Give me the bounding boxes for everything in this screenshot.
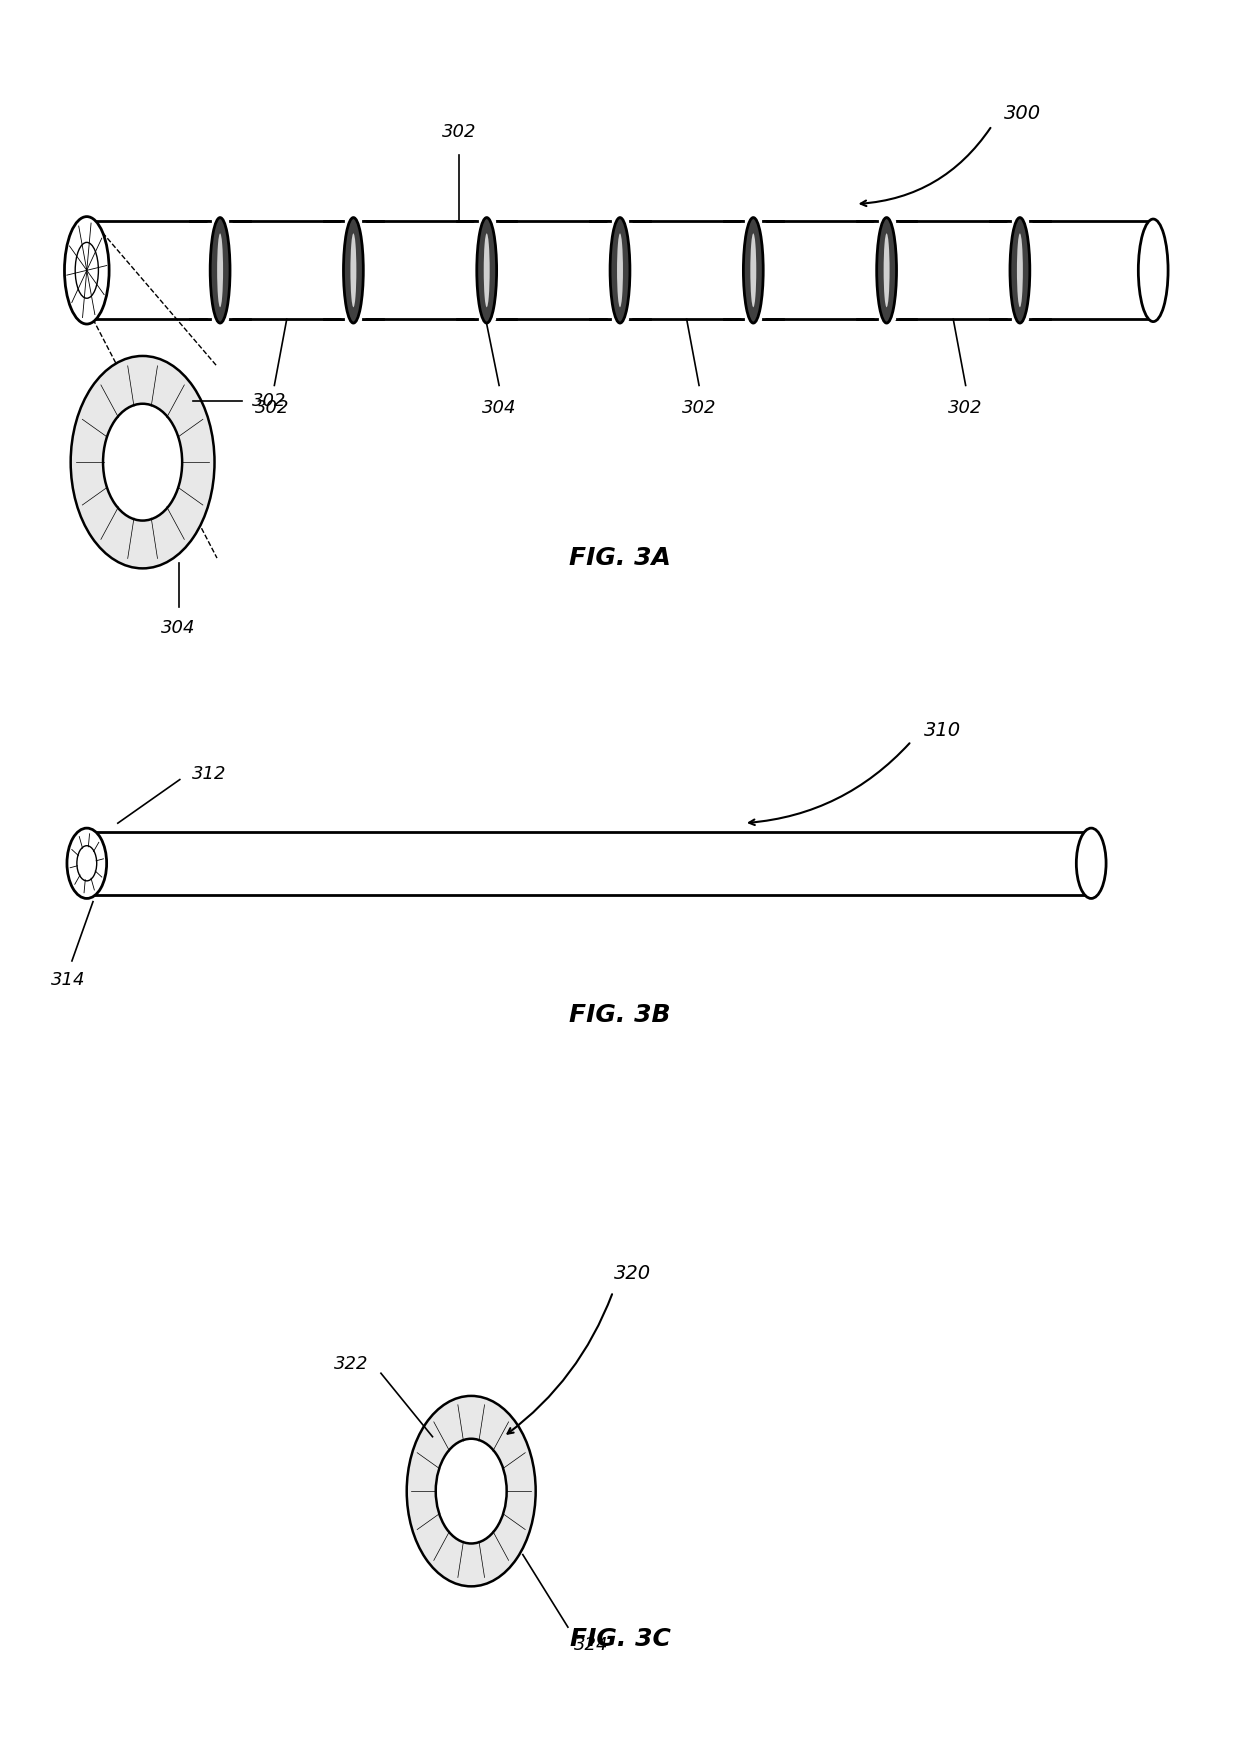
Ellipse shape	[884, 234, 889, 307]
Ellipse shape	[1076, 828, 1106, 898]
Text: 304: 304	[161, 619, 196, 637]
Text: 314: 314	[51, 971, 86, 989]
Ellipse shape	[76, 242, 98, 298]
Text: FIG. 3C: FIG. 3C	[569, 1627, 671, 1652]
Text: 300: 300	[1004, 105, 1042, 122]
Ellipse shape	[476, 218, 496, 323]
Ellipse shape	[211, 218, 231, 323]
Ellipse shape	[1009, 218, 1029, 323]
Text: 302: 302	[682, 399, 717, 417]
Ellipse shape	[744, 218, 764, 323]
Ellipse shape	[610, 218, 630, 323]
Text: 310: 310	[924, 722, 961, 739]
Bar	[87, 832, 1091, 895]
Ellipse shape	[407, 1395, 536, 1587]
Ellipse shape	[1138, 220, 1168, 321]
Text: 302: 302	[949, 399, 983, 417]
Ellipse shape	[877, 218, 897, 323]
Ellipse shape	[71, 356, 215, 569]
Text: 304: 304	[482, 399, 516, 417]
Text: FIG. 3B: FIG. 3B	[569, 1003, 671, 1027]
Ellipse shape	[458, 218, 517, 323]
Ellipse shape	[103, 405, 182, 520]
Ellipse shape	[750, 234, 756, 307]
Text: 312: 312	[192, 766, 227, 783]
Ellipse shape	[64, 216, 109, 324]
Ellipse shape	[343, 218, 363, 323]
Text: 302: 302	[254, 399, 289, 417]
Ellipse shape	[435, 1439, 507, 1543]
Ellipse shape	[590, 218, 650, 323]
Ellipse shape	[351, 234, 356, 307]
Bar	[87, 221, 1153, 319]
Ellipse shape	[990, 218, 1049, 323]
Ellipse shape	[857, 218, 916, 323]
Text: 322: 322	[334, 1355, 368, 1373]
Ellipse shape	[324, 218, 383, 323]
Ellipse shape	[67, 828, 107, 898]
Ellipse shape	[77, 846, 97, 881]
Text: 320: 320	[614, 1264, 651, 1284]
Ellipse shape	[217, 234, 223, 307]
Ellipse shape	[484, 234, 490, 307]
Text: 324: 324	[574, 1636, 609, 1655]
Ellipse shape	[1017, 234, 1023, 307]
Text: FIG. 3A: FIG. 3A	[569, 546, 671, 570]
Text: 302: 302	[441, 124, 476, 141]
Ellipse shape	[191, 218, 250, 323]
Text: 302: 302	[252, 392, 286, 410]
Ellipse shape	[724, 218, 784, 323]
Ellipse shape	[618, 234, 622, 307]
